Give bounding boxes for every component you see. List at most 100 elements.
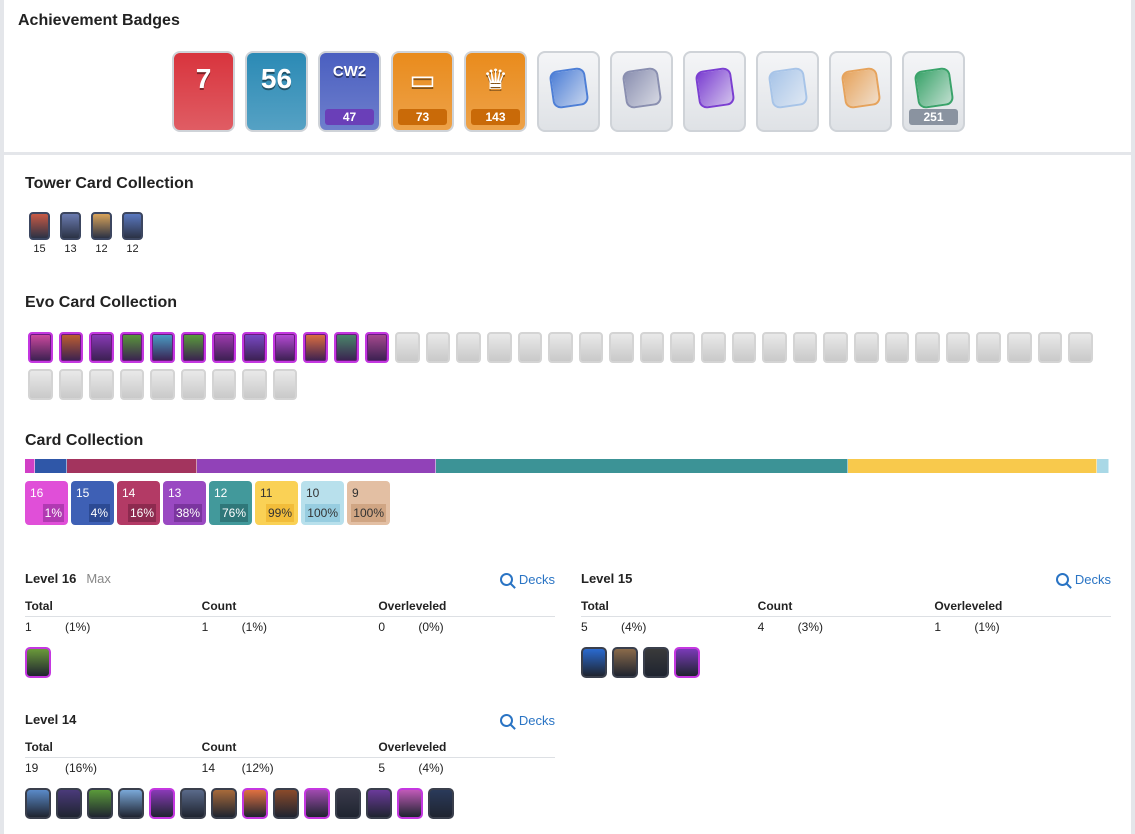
level-16-card-row	[25, 647, 51, 678]
evo-card-owned[interactable]	[89, 332, 114, 363]
evo-card-locked[interactable]	[28, 369, 53, 400]
evo-card-locked[interactable]	[976, 332, 1001, 363]
tower-royal-chef-card[interactable]: 12	[121, 212, 144, 255]
evo-card-locked[interactable]	[58, 369, 84, 400]
evo-card-locked[interactable]	[701, 332, 726, 363]
evo-card-owned[interactable]	[242, 332, 267, 363]
evo-card-owned[interactable]	[180, 332, 206, 363]
evo-card-locked[interactable]	[89, 369, 114, 400]
evo-card-locked[interactable]	[1007, 332, 1032, 363]
evo-card-locked[interactable]	[609, 332, 634, 363]
evo-card-owned[interactable]	[303, 332, 328, 363]
card-thumbnail[interactable]	[643, 647, 669, 678]
card-thumbnail[interactable]	[149, 788, 175, 819]
card-shield-badge[interactable]: 251	[902, 51, 965, 132]
evo-card-locked[interactable]	[915, 332, 940, 363]
evo-card-locked[interactable]	[150, 369, 175, 400]
crown-banner-badge[interactable]: ♛ 143	[464, 51, 527, 132]
evo-card-owned[interactable]	[333, 332, 359, 363]
level-chip-12[interactable]: 12 76%	[209, 481, 252, 525]
chip-percent: 16%	[127, 504, 156, 522]
card-thumbnail[interactable]	[428, 788, 454, 819]
rainbow-cards-badge[interactable]	[756, 51, 819, 132]
level-chip-10[interactable]: 10 100%	[301, 481, 344, 525]
card-thumbnail[interactable]	[118, 788, 144, 819]
card-thumbnail[interactable]	[180, 788, 206, 819]
evo-card-locked[interactable]	[486, 332, 512, 363]
card-thumbnail[interactable]	[612, 647, 638, 678]
level-chip-11[interactable]: 11 99%	[255, 481, 298, 525]
count-value: 1	[201, 620, 209, 634]
evo-card-locked[interactable]	[517, 332, 543, 363]
level-chip-15[interactable]: 15 4%	[71, 481, 114, 525]
level-16-decks-link[interactable]: Decks	[499, 572, 555, 587]
evo-card-owned[interactable]	[58, 332, 84, 363]
evo-card-locked[interactable]	[854, 332, 879, 363]
evo-card-owned[interactable]	[28, 332, 53, 363]
evo-card-locked[interactable]	[211, 369, 237, 400]
card-fan-badge[interactable]	[537, 51, 600, 132]
evo-card-owned[interactable]	[364, 332, 390, 363]
card-thumbnail[interactable]	[25, 788, 51, 819]
level-badge[interactable]: 56	[245, 51, 308, 132]
card-thumbnail[interactable]	[87, 788, 113, 819]
evo-card-locked[interactable]	[425, 332, 451, 363]
overleveled-pct: (0%)	[418, 620, 444, 634]
tower-princess-card[interactable]: 15	[28, 212, 51, 255]
overleveled-pct: (4%)	[418, 761, 444, 775]
evo-card-locked[interactable]	[242, 369, 267, 400]
evo-card-locked[interactable]	[395, 332, 420, 363]
card-thumbnail[interactable]	[335, 788, 361, 819]
evo-card-owned[interactable]	[150, 332, 175, 363]
level-chip-14[interactable]: 14 16%	[117, 481, 160, 525]
evo-card-locked[interactable]	[1068, 332, 1093, 363]
evo-card-locked[interactable]	[180, 369, 206, 400]
evo-card-owned[interactable]	[211, 332, 237, 363]
evo-card-owned[interactable]	[119, 332, 145, 363]
collection-bar-segment-lvl-15	[34, 459, 68, 473]
level-15-block: Level 15 Decks Total Count Overleveled 5…	[581, 571, 1111, 678]
level-14-decks-link[interactable]: Decks	[499, 713, 555, 728]
evo-card-locked[interactable]	[1037, 332, 1063, 363]
card-thumbnail[interactable]	[304, 788, 330, 819]
chip-percent: 4%	[88, 504, 110, 522]
evo-card-locked[interactable]	[639, 332, 665, 363]
level-chip-9[interactable]: 9 100%	[347, 481, 390, 525]
evo-card-locked[interactable]	[548, 332, 573, 363]
evo-card-locked[interactable]	[578, 332, 604, 363]
clan-wars-badge[interactable]: CW2 47	[318, 51, 381, 132]
tower-cannoneer-card[interactable]: 13	[59, 212, 82, 255]
card-thumbnail[interactable]	[397, 788, 423, 819]
card-thumbnail[interactable]	[581, 647, 607, 678]
evo-card-locked[interactable]	[119, 369, 145, 400]
level-15-decks-link[interactable]: Decks	[1055, 572, 1111, 587]
double-crown-badge[interactable]	[610, 51, 673, 132]
card-thumbnail[interactable]	[56, 788, 82, 819]
count-header: Count	[201, 740, 237, 754]
evo-card-locked[interactable]	[823, 332, 849, 363]
gold-crown-badge[interactable]	[829, 51, 892, 132]
king-tower-badge[interactable]	[683, 51, 746, 132]
evo-card-locked[interactable]	[670, 332, 696, 363]
evo-card-locked[interactable]	[884, 332, 910, 363]
evo-card-owned[interactable]	[272, 332, 298, 363]
evo-card-locked[interactable]	[456, 332, 481, 363]
max-tag: Max	[86, 571, 111, 586]
evo-card-locked[interactable]	[945, 332, 971, 363]
evo-card-locked[interactable]	[731, 332, 757, 363]
evo-card-locked[interactable]	[762, 332, 787, 363]
card-thumbnail[interactable]	[242, 788, 268, 819]
total-value: 1	[25, 620, 32, 634]
level-chip-16[interactable]: 16 1%	[25, 481, 68, 525]
card-thumbnail[interactable]	[366, 788, 392, 819]
level-chip-13[interactable]: 13 38%	[163, 481, 206, 525]
evo-card-locked[interactable]	[272, 369, 298, 400]
card-thumbnail[interactable]	[211, 788, 237, 819]
yearly-badge[interactable]: 7	[172, 51, 235, 132]
card-collector-badge[interactable]: ▭ 73	[391, 51, 454, 132]
tower-dagger-duchess-card[interactable]: 12	[90, 212, 113, 255]
card-thumbnail[interactable]	[674, 647, 700, 678]
evo-card-locked[interactable]	[792, 332, 818, 363]
card-thumbnail[interactable]	[273, 788, 299, 819]
card-thumbnail[interactable]	[25, 647, 51, 678]
